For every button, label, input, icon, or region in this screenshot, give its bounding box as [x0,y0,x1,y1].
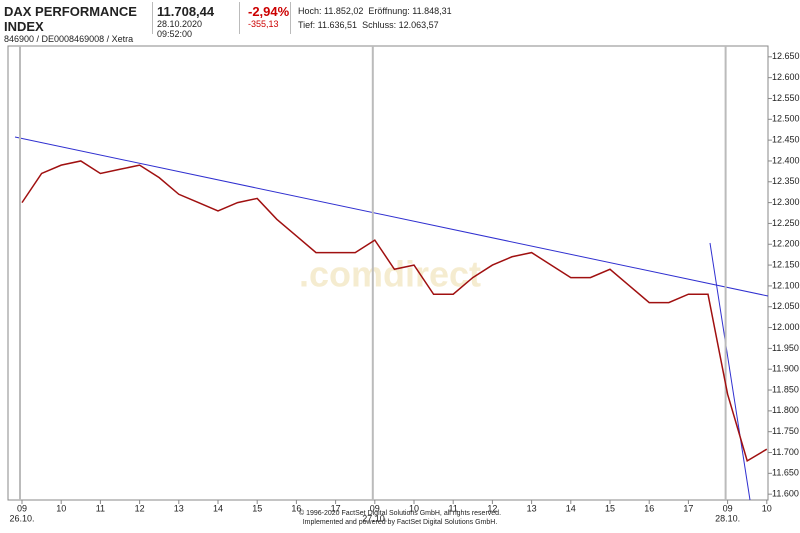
x-tick-label: 09 [17,503,27,513]
day-label: 28.10. [715,513,740,523]
trend-line [14,136,769,297]
x-tick-label: 15 [252,503,262,513]
title: DAX PERFORMANCE INDEX [4,4,137,34]
x-tick-label: 11 [449,503,458,513]
y-tick-label: 11.600 [772,489,799,499]
x-tick-label: 13 [174,503,184,513]
x-tick-label: 09 [723,503,733,513]
plot-frame [7,45,769,501]
y-tick-label: 12.250 [772,218,800,228]
price-line [21,160,768,462]
y-tick-label: 12.150 [772,259,800,269]
change-abs: -355,13 [248,19,279,29]
footer: © 1996-2020 FactSet Digital Solutions Gm… [299,509,501,517]
title-cell: DAX PERFORMANCE INDEX 846900 / DE00084690… [0,2,153,44]
x-tick-label: 12 [135,503,145,513]
y-tick-label: 12.300 [772,197,800,207]
y-tick-label: 12.200 [772,239,800,249]
close: Schluss: 12.063,57 [362,20,439,30]
change-pct: -2,94% [248,4,290,19]
y-tick-label: 12.100 [772,280,800,290]
header: DAX PERFORMANCE INDEX 846900 / DE00084690… [0,0,800,44]
day-label: 27.10. [362,513,387,523]
x-tick-label: 16 [644,503,654,513]
x-tick-label: 10 [409,503,419,513]
y-tick-label: 12.500 [772,114,800,124]
open: Eröffnung: 11.848,31 [368,6,452,16]
x-tick-label: 11 [96,503,105,513]
y-tick-label: 11.700 [772,447,799,457]
y-tick-label: 12.600 [772,72,800,82]
y-tick-label: 11.750 [772,426,799,436]
x-tick-label: 10 [56,503,66,513]
y-tick-label: 11.950 [772,343,799,353]
x-tick-label: 14 [566,503,576,513]
y-tick-label: 12.550 [772,93,800,103]
y-tick-label: 11.800 [772,405,799,415]
x-tick-label: 13 [527,503,537,513]
y-tick-label: 12.400 [772,155,800,165]
price: 11.708,44 [157,4,215,19]
high: Hoch: 11.852,02 [298,6,364,16]
x-tick-label: 17 [331,503,341,513]
change-cell: -2,94% -355,13 [244,2,291,34]
y-tick-label: 12.000 [772,322,800,332]
y-tick-label: 12.050 [772,301,800,311]
subtitle: 846900 / DE0008469008 / Xetra [4,34,134,44]
low: Tief: 11.636,51 [298,20,358,30]
footer: Implemented and powered by FactSet Digit… [303,519,498,526]
y-tick-label: 12.650 [772,51,800,61]
x-tick-label: 15 [605,503,615,513]
x-tick-label: 16 [291,503,301,513]
y-tick-label: 12.350 [772,176,800,186]
watermark: .comdirect [299,254,481,295]
stats-cell: Hoch: 11.852,02 Eröffnung: 11.848,31 Tie… [294,2,458,36]
x-tick-label: 09 [370,503,380,513]
x-tick-label: 10 [762,503,772,513]
y-tick-label: 11.900 [772,364,799,374]
trend-line [709,242,751,501]
y-tick-label: 11.650 [772,468,799,478]
x-tick-label: 12 [487,503,497,513]
y-tick-label: 11.850 [772,384,799,394]
x-tick-label: 17 [683,503,693,513]
day-label: 26.10. [9,513,34,523]
timestamp: 28.10.2020 09:52:00 [157,19,203,39]
price-cell: 11.708,44 28.10.2020 09:52:00 [153,2,240,39]
y-tick-label: 12.450 [772,135,800,145]
x-tick-label: 14 [213,503,223,513]
